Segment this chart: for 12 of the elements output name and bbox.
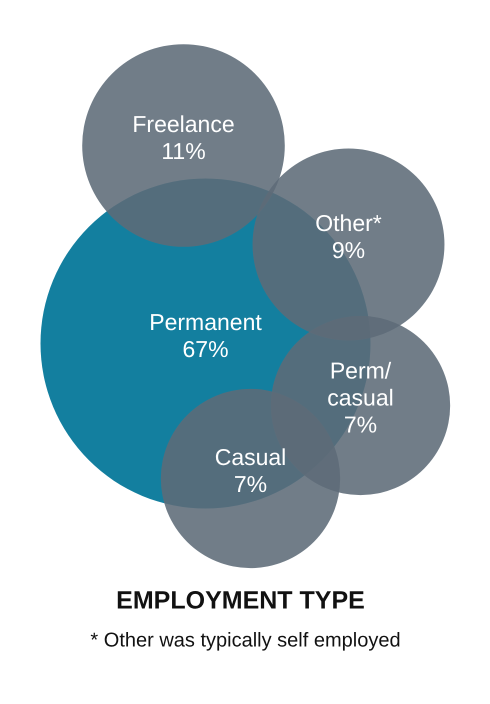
text: EMPLOYMENT TYPE bbox=[116, 586, 365, 614]
data-label: 9% bbox=[332, 237, 366, 263]
data-label: 7% bbox=[234, 471, 268, 497]
category-label: Permanent bbox=[149, 309, 262, 335]
category-label: Casual bbox=[214, 444, 286, 470]
text: * Other was typically self employed bbox=[90, 630, 401, 652]
category-label: Freelance bbox=[132, 111, 235, 137]
category-label: Other* bbox=[315, 210, 382, 236]
category-label: Perm/casual bbox=[327, 358, 394, 410]
data-label: 67% bbox=[182, 336, 229, 362]
data-label: 11% bbox=[161, 138, 206, 164]
data-label: 7% bbox=[344, 412, 378, 438]
